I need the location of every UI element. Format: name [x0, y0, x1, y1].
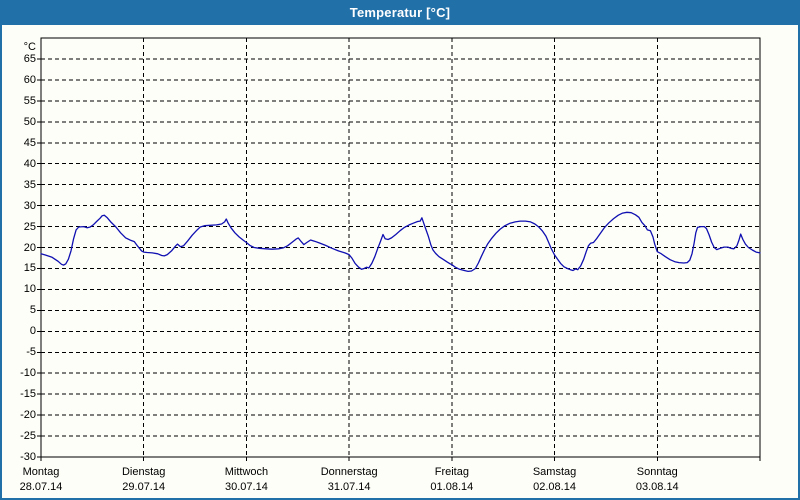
y-axis-label: 65 [23, 52, 36, 65]
x-axis-date-label: 02.08.14 [533, 481, 576, 493]
y-axis-label: 0 [29, 325, 36, 338]
x-axis-date-label: 28.07.14 [19, 481, 63, 493]
temperature-curve [40, 211, 761, 273]
y-axis-label: 15 [23, 262, 36, 275]
y-axis-label: -20 [20, 409, 36, 422]
x-axis-weekday-label: Mittwoch [224, 466, 269, 478]
y-axis-label: 35 [23, 178, 36, 191]
y-axis-label: 55 [23, 94, 36, 107]
y-axis-label: 25 [23, 220, 36, 233]
x-axis-weekday-label: Freitag [434, 466, 469, 478]
y-axis-label: -15 [20, 388, 36, 401]
x-axis-date-label: 01.08.14 [430, 481, 474, 493]
x-axis-date-label: 03.08.14 [635, 481, 679, 493]
x-axis-weekday-label: Samstag [532, 466, 577, 478]
x-axis-date-label: 29.07.14 [122, 481, 166, 493]
y-axis-label: 5 [29, 304, 36, 317]
x-axis-weekday-label: Dienstag [121, 466, 166, 478]
plot-border [40, 37, 761, 458]
title-bar: Temperatur [°C] [0, 0, 800, 25]
chart-area [2, 25, 798, 498]
x-axis-date-label: 31.07.14 [327, 481, 371, 493]
y-axis-label: -25 [20, 430, 36, 443]
y-axis-label: 45 [23, 136, 36, 149]
y-axis-label: 10 [23, 283, 36, 296]
x-axis-weekday-label: Donnerstag [320, 466, 378, 478]
temperature-plot [37, 37, 761, 461]
y-axis-label: 20 [23, 241, 36, 254]
y-axis-label: -5 [26, 346, 36, 359]
y-axis-label: -30 [20, 451, 36, 463]
y-axis-unit-label: °C [23, 41, 36, 53]
y-axis-label: 40 [23, 157, 36, 170]
y-axis-label: -10 [20, 367, 36, 380]
y-axis-label: 50 [23, 115, 36, 128]
x-axis-date-label: 30.07.14 [225, 481, 268, 493]
y-axis-label: 60 [23, 73, 36, 86]
x-axis-weekday-label: Montag [22, 466, 60, 478]
window-title: Temperatur [°C] [349, 5, 451, 20]
x-axis-weekday-label: Sonntag [636, 466, 678, 478]
y-axis-label: 30 [23, 199, 36, 212]
